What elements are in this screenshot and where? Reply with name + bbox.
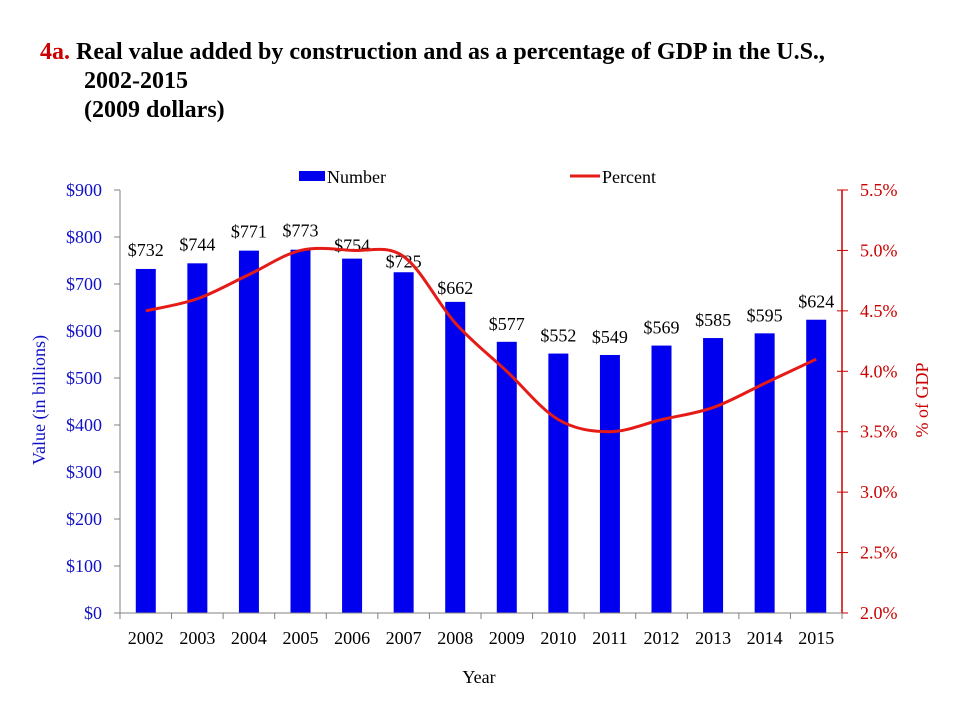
- y-axis-title: Value (in billions): [29, 335, 50, 465]
- data-label-2009: $577: [489, 314, 525, 334]
- left-tick-label: $700: [66, 274, 102, 294]
- bar-2006: [342, 258, 363, 613]
- left-tick-label: $100: [66, 556, 102, 576]
- x-axis-title: Year: [462, 667, 495, 687]
- x-tick-label: 2011: [592, 628, 627, 648]
- data-label-2010: $552: [540, 326, 576, 346]
- bar-2014: [754, 333, 775, 613]
- x-tick-label: 2010: [540, 628, 576, 648]
- title-line-3: (2009 dollars): [84, 97, 225, 123]
- bar-series: [135, 249, 827, 613]
- x-tick-label: 2014: [747, 628, 783, 648]
- line-series: [145, 246, 817, 434]
- legend-label-number: Number: [327, 167, 386, 187]
- title-line-2: 2002-2015: [84, 68, 188, 94]
- bar-2013: [703, 338, 724, 613]
- data-label-2015: $624: [798, 292, 834, 312]
- bar-2003: [187, 263, 208, 613]
- x-tick-label: 2015: [798, 628, 834, 648]
- left-tick-label: $800: [66, 227, 102, 247]
- left-tick-label: $200: [66, 509, 102, 529]
- bar-2007: [393, 272, 414, 613]
- right-tick-label: 2.0%: [860, 603, 898, 623]
- x-tick-label: 2012: [644, 628, 680, 648]
- data-label-2011: $549: [592, 327, 628, 347]
- right-tick-label: 3.0%: [860, 482, 898, 502]
- data-label-2006: $754: [334, 236, 370, 256]
- data-label-2012: $569: [644, 318, 680, 338]
- data-label-2002: $732: [128, 240, 164, 260]
- x-tick-label: 2006: [334, 628, 370, 648]
- bar-data-labels: $732 $744$771 $773$754$725$662$577$552 $549…: [128, 221, 834, 347]
- bar-2004: [238, 250, 259, 613]
- bar-2002: [135, 268, 156, 613]
- data-label-2005: $773: [283, 221, 319, 241]
- title-line-1: Real value added by construction and as …: [76, 39, 825, 65]
- right-tick-label: 3.5%: [860, 422, 898, 442]
- percent-line: [145, 246, 817, 434]
- bar-2008: [445, 301, 466, 613]
- bar-2010: [548, 353, 569, 613]
- data-label-2014: $595: [747, 305, 783, 325]
- left-tick-label: $300: [66, 462, 102, 482]
- title-prefix: 4a.: [40, 39, 70, 65]
- right-tick-label: 5.5%: [860, 180, 898, 200]
- left-tick-label: $500: [66, 368, 102, 388]
- x-tick-label: 2005: [283, 628, 319, 648]
- data-label-2003: $744: [179, 234, 215, 254]
- x-tick-label: 2013: [695, 628, 731, 648]
- x-tick-label: 2004: [231, 628, 267, 648]
- bar-2005: [290, 249, 311, 613]
- left-tick-label: $900: [66, 180, 102, 200]
- data-label-2008: $662: [437, 278, 473, 298]
- left-tick-label: $600: [66, 321, 102, 341]
- right-tick-label: 4.0%: [860, 361, 898, 381]
- right-axis: 2.0% 2.5% 3.0% 3.5% 4.0% 4.5% 5.0% 5.5%: [837, 180, 898, 623]
- bar-2015: [806, 319, 827, 613]
- x-tick-label: 2002: [128, 628, 164, 648]
- x-tick-label: 2003: [179, 628, 215, 648]
- x-tick-label: 2009: [489, 628, 525, 648]
- data-label-2013: $585: [695, 310, 731, 330]
- legend-swatch-number: [299, 171, 325, 181]
- bar-2012: [651, 345, 672, 613]
- data-label-2004: $771: [231, 222, 267, 242]
- y2-axis-title: % of GDP: [912, 363, 932, 438]
- bar-2011: [599, 354, 620, 613]
- legend: Number Percent: [299, 167, 656, 187]
- chart-title: 4a. Real value added by construction and…: [40, 38, 940, 125]
- right-tick-label: 2.5%: [860, 543, 898, 563]
- left-axis: $0 $100 $200 $300 $400 $500 $600 $700 $800 $900: [66, 180, 121, 623]
- legend-label-percent: Percent: [602, 167, 656, 187]
- left-tick-label: $400: [66, 415, 102, 435]
- right-tick-label: 4.5%: [860, 301, 898, 321]
- right-tick-label: 5.0%: [860, 240, 898, 260]
- x-tick-label: 2007: [386, 628, 422, 648]
- x-axis: 2002 2003 2004 2005 2006 2007 2008 2009 2010 2011…: [119, 612, 843, 648]
- x-tick-label: 2008: [437, 628, 473, 648]
- left-tick-label: $0: [84, 603, 102, 623]
- bar-2009: [496, 341, 517, 613]
